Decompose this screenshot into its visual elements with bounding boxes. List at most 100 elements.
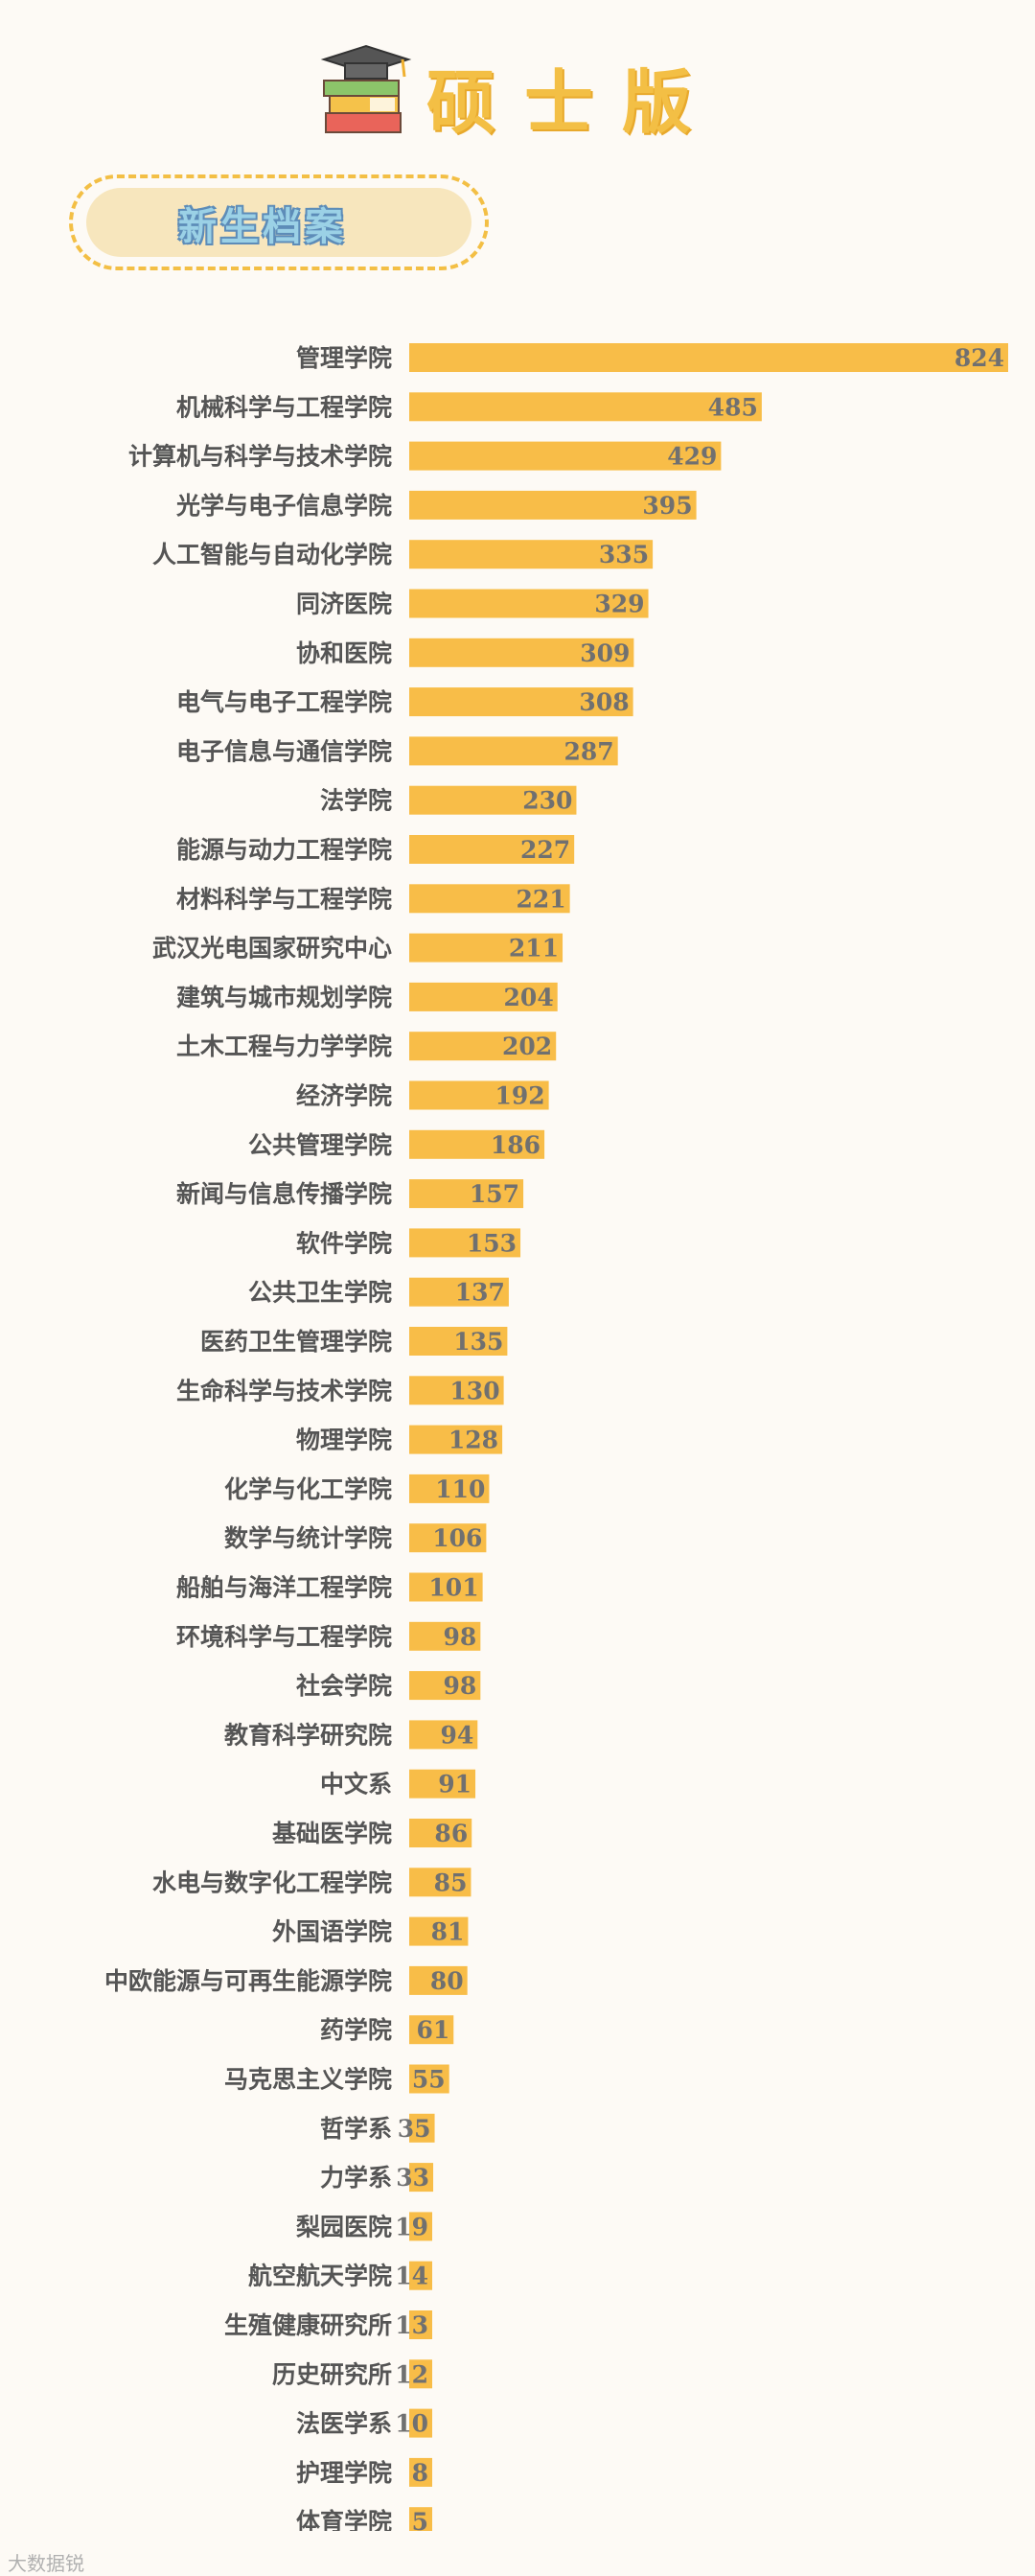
category-label: 法学院 xyxy=(320,787,392,815)
bar xyxy=(409,1080,549,1110)
badge-label: 新生档案 xyxy=(178,205,347,249)
value-label: 101 xyxy=(428,1574,478,1602)
category-label: 公共卫生学院 xyxy=(248,1279,392,1307)
category-label: 中欧能源与可再生能源学院 xyxy=(104,1967,392,1995)
category-label: 马克思主义学院 xyxy=(224,2066,392,2094)
bar xyxy=(409,1868,472,1897)
category-label: 公共管理学院 xyxy=(248,1131,392,1159)
bar xyxy=(409,589,649,618)
bar xyxy=(409,2507,432,2531)
value-label: 335 xyxy=(599,541,649,569)
value-label: 86 xyxy=(434,1820,468,1847)
category-label: 哲学系 xyxy=(320,2115,392,2143)
value-label: 13 xyxy=(395,2311,428,2339)
value-label: 157 xyxy=(470,1180,519,1208)
value-label: 10 xyxy=(395,2410,428,2438)
bar xyxy=(409,2457,432,2487)
category-label: 化学与化工学院 xyxy=(224,1475,392,1503)
bar xyxy=(409,2261,432,2290)
category-label: 中文系 xyxy=(320,1771,392,1799)
category-label: 电气与电子工程学院 xyxy=(176,688,392,716)
value-label: 98 xyxy=(444,1623,477,1651)
watermark: 大数据锐 xyxy=(8,2552,84,2575)
bar xyxy=(409,687,633,717)
bar xyxy=(409,540,654,569)
category-label: 生殖健康研究所 xyxy=(224,2311,392,2339)
bar xyxy=(409,1425,503,1454)
bar xyxy=(409,785,577,815)
value-label: 221 xyxy=(516,885,565,913)
bar xyxy=(409,638,634,667)
value-label: 12 xyxy=(395,2360,428,2388)
category-label: 社会学院 xyxy=(296,1672,392,1700)
category-label: 电子信息与通信学院 xyxy=(176,737,392,765)
bar xyxy=(409,2163,434,2193)
category-label: 历史研究所 xyxy=(272,2360,392,2388)
badge-background xyxy=(86,188,472,257)
bar xyxy=(409,1671,481,1701)
value-label: 106 xyxy=(432,1524,482,1552)
bar xyxy=(409,1474,490,1503)
value-label: 135 xyxy=(453,1328,503,1356)
page-title: 硕士版 xyxy=(426,62,721,143)
category-label: 土木工程与力学学院 xyxy=(176,1033,392,1060)
category-label: 软件学院 xyxy=(296,1229,392,1257)
value-label: 8 xyxy=(412,2459,428,2487)
category-label: 武汉光电国家研究中心 xyxy=(152,935,392,963)
bar xyxy=(409,343,1008,372)
bar xyxy=(409,1228,521,1258)
bar xyxy=(409,1916,469,1946)
category-label: 经济学院 xyxy=(296,1082,392,1110)
category-label: 基础医学院 xyxy=(272,1820,392,1847)
bar xyxy=(409,1769,476,1799)
value-label: 309 xyxy=(580,639,630,667)
bar xyxy=(409,933,564,963)
bar xyxy=(409,1376,504,1405)
bar xyxy=(409,1572,483,1602)
category-label: 药学院 xyxy=(320,2016,392,2044)
value-label: 153 xyxy=(467,1229,517,1257)
bar xyxy=(409,884,570,914)
category-label: 船舶与海洋工程学院 xyxy=(176,1574,392,1602)
value-label: 329 xyxy=(594,591,644,618)
category-label: 环境科学与工程学院 xyxy=(176,1623,392,1651)
value-label: 230 xyxy=(522,787,572,815)
bar xyxy=(409,1129,545,1159)
header: 硕士版 xyxy=(0,0,1035,163)
bar xyxy=(409,2064,449,2094)
value-label: 395 xyxy=(642,492,692,520)
bar xyxy=(409,2015,454,2045)
value-label: 94 xyxy=(441,1721,474,1749)
value-label: 287 xyxy=(564,737,614,765)
bar xyxy=(409,1179,524,1209)
bar xyxy=(409,982,558,1011)
category-label: 生命科学与技术学院 xyxy=(176,1377,392,1404)
bar xyxy=(409,2408,432,2438)
category-label: 协和医院 xyxy=(296,639,392,667)
value-label: 35 xyxy=(398,2115,431,2143)
value-label: 204 xyxy=(504,984,554,1011)
value-label: 81 xyxy=(431,1918,465,1946)
value-label: 5 xyxy=(412,2508,428,2531)
value-label: 308 xyxy=(579,688,629,716)
value-label: 429 xyxy=(667,443,717,471)
value-label: 186 xyxy=(491,1131,540,1159)
category-label: 人工智能与自动化学院 xyxy=(152,541,392,569)
category-label: 教育科学研究院 xyxy=(224,1721,392,1749)
category-label: 梨园医院 xyxy=(296,2213,392,2240)
bar xyxy=(409,835,575,864)
books-graduation-cap-icon xyxy=(320,44,412,133)
bar xyxy=(409,1523,487,1553)
bar-chart: 管理学院 824 机械科学与工程学院 485 计算机与科学与技术学院 429 光学与电子信息… xyxy=(104,343,1008,2531)
value-label: 211 xyxy=(509,935,559,963)
category-label: 外国语学院 xyxy=(272,1918,392,1946)
value-label: 192 xyxy=(494,1082,544,1110)
bar xyxy=(409,1277,509,1307)
category-label: 计算机与科学与技术学院 xyxy=(128,443,392,471)
category-label: 同济医院 xyxy=(296,591,392,618)
category-label: 力学系 xyxy=(320,2164,392,2192)
value-label: 485 xyxy=(708,393,758,421)
value-label: 55 xyxy=(412,2066,446,2094)
bar xyxy=(409,1965,468,1995)
category-label: 材料科学与工程学院 xyxy=(176,885,392,913)
